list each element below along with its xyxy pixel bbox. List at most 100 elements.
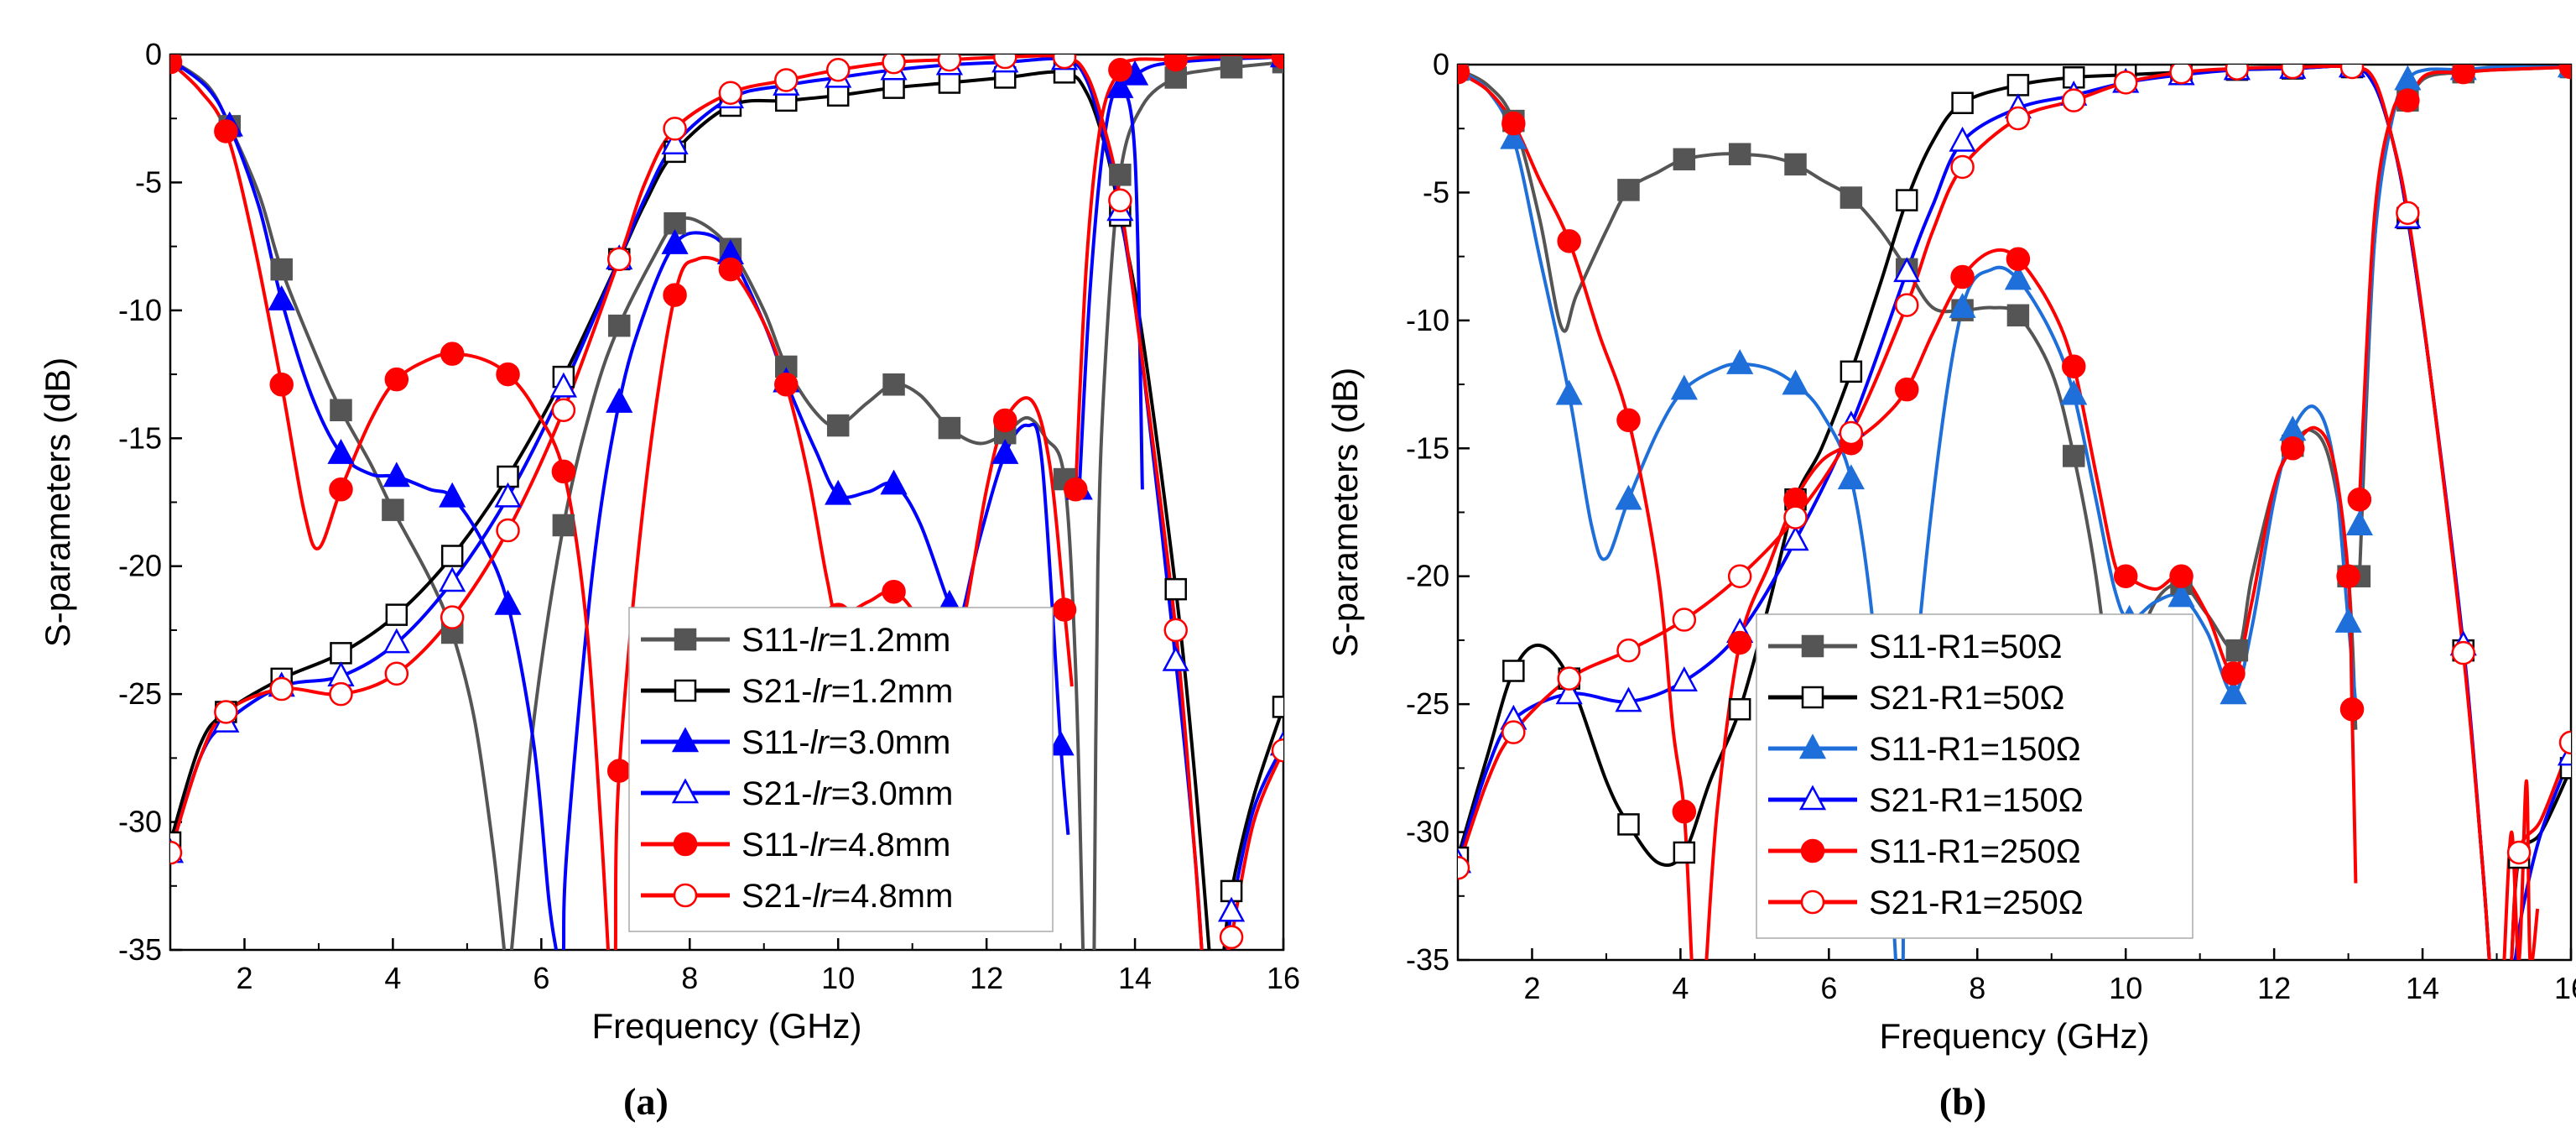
legend-label-suffix: =1.2mm — [829, 622, 951, 659]
data-point-b-10-21 — [2221, 661, 2246, 686]
data-point-b-13-16 — [2225, 65, 2250, 81]
data-point-b-7-11 — [1949, 126, 1976, 152]
data-point-a-14-2 — [214, 700, 238, 724]
data-point-b-13-8 — [1839, 420, 1864, 446]
data-point-b-10-2 — [1727, 630, 1752, 655]
legend-label-italic: lr — [810, 622, 830, 659]
y-tick-label-b-5: -25 — [1406, 686, 1449, 721]
legend-box-a — [628, 607, 1054, 932]
data-point-a-12-3 — [663, 283, 687, 307]
data-point-a-14-14 — [825, 58, 851, 82]
data-point-b-2-6 — [1617, 813, 1640, 836]
legend-label-suffix: =3.0mm — [831, 775, 954, 812]
data-point-a-12-12 — [882, 579, 906, 604]
data-point-a-1-16 — [938, 416, 961, 440]
panel-label-b: (b) — [1939, 1080, 1986, 1123]
data-point-b-4-4 — [1555, 379, 1583, 405]
data-point-a-11-0 — [170, 55, 183, 75]
data-point-a-1-4 — [607, 314, 631, 337]
data-point-b-13-17 — [2281, 65, 2305, 80]
x-tick-label-b-6: 6 — [1820, 971, 1837, 1005]
data-point-b-4-13 — [1782, 369, 1809, 395]
data-point-b-11-7 — [2558, 65, 2571, 80]
data-point-b-10-24 — [2281, 436, 2305, 461]
data-point-b-10-17 — [2113, 564, 2138, 588]
data-point-b-10-19 — [2169, 564, 2194, 588]
data-point-a-1-14 — [882, 373, 905, 396]
data-point-b-13-9 — [1894, 293, 1919, 317]
legend-label-a-5: S21-lr=4.8mm — [742, 878, 953, 915]
data-point-a-14-6 — [440, 605, 465, 629]
legend-label-prefix: S11- — [742, 724, 810, 761]
data-point-b-2-2 — [1502, 660, 1525, 682]
data-point-a-3-5 — [385, 603, 409, 626]
x-tick-label-b-4: 4 — [1672, 971, 1689, 1005]
legend-label-suffix: =4.8mm — [831, 878, 954, 915]
data-point-a-9-8 — [549, 372, 577, 398]
legend-label-italic: lr — [813, 878, 833, 915]
y-tick-label-a-2: -10 — [118, 293, 162, 327]
data-point-a-5-12 — [494, 589, 522, 615]
data-point-a-6-13 — [880, 469, 908, 495]
x-tick-label-a-8: 8 — [681, 961, 698, 995]
data-point-b-13-7 — [1783, 505, 1808, 529]
data-point-a-2-3 — [1109, 164, 1132, 186]
data-point-a-11-2 — [214, 119, 238, 143]
legend-marker-a-5 — [673, 883, 698, 908]
data-point-a-5-4 — [268, 285, 295, 310]
series-line-b-0 — [1458, 68, 2358, 809]
x-tick-label-a-12: 12 — [970, 961, 1003, 995]
x-tick-label-b-16: 16 — [2554, 971, 2576, 1005]
data-point-b-2-19 — [2006, 74, 2030, 97]
y-tick-label-a-6: -30 — [118, 805, 162, 839]
data-point-b-7-4 — [1615, 686, 1642, 712]
x-tick-label-a-10: 10 — [821, 961, 855, 995]
data-point-b-13-21 — [2396, 201, 2420, 226]
series-group-a — [170, 55, 1283, 950]
data-point-a-9-7 — [494, 482, 522, 508]
legend-label-b-3: S21-R1=150Ω — [1869, 782, 2084, 819]
legend-marker-a-0 — [674, 628, 697, 651]
data-point-a-6-21 — [1047, 730, 1075, 756]
series-line-a-15 — [1226, 749, 1283, 950]
data-point-b-4-9 — [1670, 374, 1698, 400]
series-group-b — [1458, 65, 2571, 960]
data-point-a-12-7 — [774, 373, 799, 397]
legend-marker-a-2 — [671, 727, 700, 753]
x-tick-label-b-8: 8 — [1969, 971, 1985, 1005]
data-point-a-9-6 — [439, 566, 466, 592]
series-line-a-6 — [561, 231, 1070, 950]
data-point-a-4-3 — [1272, 696, 1283, 718]
data-point-a-14-4 — [329, 681, 353, 707]
data-point-b-2-16 — [1895, 189, 1918, 211]
data-point-b-13-11 — [1950, 154, 1975, 180]
data-point-b-13-13 — [2062, 88, 2086, 112]
data-point-b-11-5 — [2451, 65, 2475, 85]
data-point-b-9-9 — [1672, 799, 1697, 824]
data-point-a-1-2 — [552, 514, 575, 537]
data-point-b-9-4 — [1557, 229, 1581, 253]
legend-label-a-0: S11-lr=1.2mm — [742, 622, 950, 659]
x-tick-label-a-6: 6 — [533, 961, 549, 995]
data-point-a-14-8 — [551, 398, 576, 423]
data-point-a-14-17 — [993, 55, 1017, 70]
data-point-a-11-13 — [496, 362, 520, 387]
legend-label-a-3: S21-lr=3.0mm — [742, 775, 953, 812]
legend-label-a-2: S11-lr=3.0mm — [742, 724, 950, 761]
series-line-b-8 — [2513, 754, 2571, 960]
legend-a: S11-lr=1.2mmS21-lr=1.2mmS11-lr=3.0mmS21-… — [628, 607, 1054, 932]
data-point-b-13-18 — [2339, 65, 2365, 80]
data-point-a-14-11 — [663, 117, 687, 141]
data-point-a-13-3 — [1108, 58, 1132, 82]
data-point-a-12-5 — [718, 257, 743, 282]
x-tick-label-b-12: 12 — [2257, 971, 2291, 1005]
data-point-a-11-11 — [440, 342, 465, 366]
y-tick-label-a-3: -15 — [118, 420, 162, 455]
data-point-b-5-3 — [1949, 292, 1976, 318]
data-point-b-13-5 — [1672, 608, 1697, 632]
data-point-b-5-20 — [2334, 607, 2362, 633]
data-point-b-13-15 — [2169, 65, 2194, 85]
data-point-b-4-11 — [1726, 349, 1754, 374]
data-point-a-14-5 — [384, 661, 409, 686]
legend-label-suffix: =1.2mm — [831, 673, 954, 710]
